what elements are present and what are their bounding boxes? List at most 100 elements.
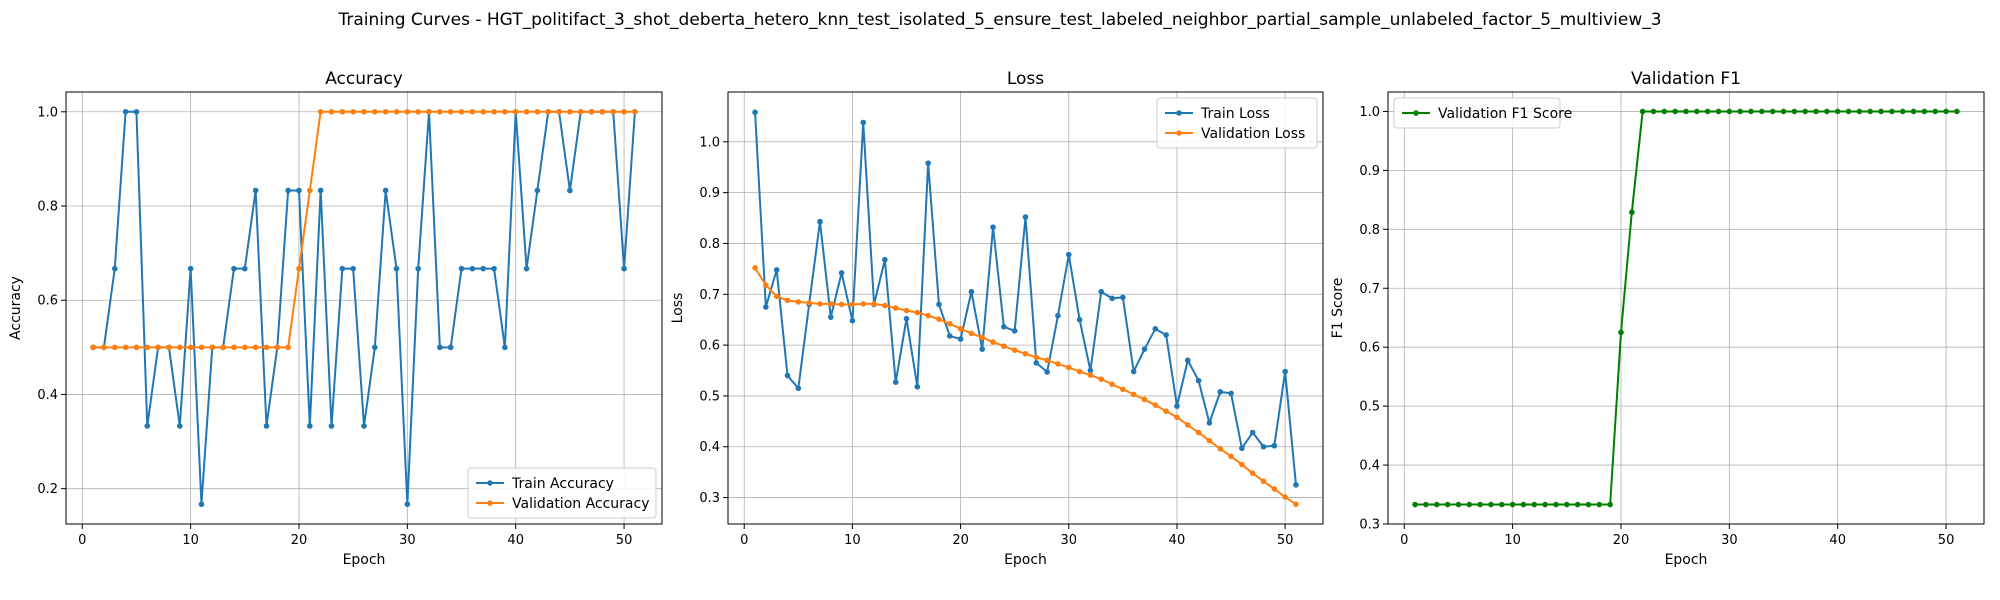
data-point <box>838 301 845 308</box>
data-point <box>1141 396 1148 403</box>
legend-marker <box>1413 110 1419 116</box>
data-point <box>621 108 627 115</box>
data-point <box>1271 442 1278 449</box>
y-tick-label: 0.3 <box>1359 518 1380 533</box>
y-tick-label: 0.7 <box>699 288 720 303</box>
x-tick-label: 10 <box>182 533 199 548</box>
x-tick-label: 20 <box>291 533 308 548</box>
data-point <box>903 315 910 322</box>
data-point <box>1639 108 1646 115</box>
y-tick-label: 0.2 <box>37 482 58 497</box>
data-point <box>860 301 867 307</box>
data-point <box>1921 108 1928 115</box>
legend: Train Loss Validation Loss <box>1156 97 1318 149</box>
data-point <box>849 301 856 308</box>
y-tick-label: 0.6 <box>1359 341 1380 356</box>
x-tick-label: 30 <box>1721 533 1738 548</box>
x-tick-label: 50 <box>616 533 633 548</box>
data-point <box>925 312 931 319</box>
data-point <box>1141 346 1148 352</box>
data-point <box>1174 414 1180 421</box>
x-tick-label: 30 <box>1060 533 1077 548</box>
data-point <box>1076 368 1083 375</box>
data-point <box>90 344 96 351</box>
data-point <box>469 108 476 115</box>
grid-lines <box>66 92 662 524</box>
data-point <box>263 423 270 429</box>
x-axis-label: Epoch <box>1665 552 1708 568</box>
data-point <box>1109 295 1115 302</box>
legend-marker <box>1176 130 1182 136</box>
data-point <box>1423 501 1429 508</box>
x-tick-label: 40 <box>1829 533 1846 548</box>
data-point <box>599 108 606 115</box>
data-point <box>1802 108 1808 115</box>
data-point <box>1683 108 1689 115</box>
data-point <box>328 108 335 115</box>
data-point <box>447 344 454 351</box>
data-point <box>567 187 573 194</box>
y-axis-label: F1 Score <box>1330 278 1346 339</box>
data-point <box>133 108 140 115</box>
data-point <box>491 265 497 272</box>
data-point <box>979 334 986 341</box>
axes-frame <box>1387 91 1985 525</box>
data-point <box>1293 482 1299 488</box>
data-point <box>1791 108 1798 115</box>
data-point <box>1531 501 1538 508</box>
x-axis-label: Epoch <box>343 552 386 568</box>
data-point <box>1618 329 1624 336</box>
legend-box <box>467 467 657 519</box>
grid-lines <box>1388 92 1984 525</box>
data-point <box>1715 108 1722 115</box>
data-point <box>946 333 953 339</box>
data-point <box>763 282 769 288</box>
data-point <box>1412 501 1418 508</box>
y-tick-label: 0.9 <box>699 186 720 201</box>
data-point <box>1748 108 1754 115</box>
y-axis-label: Accuracy <box>8 276 24 340</box>
data-point <box>1206 437 1213 444</box>
data-point <box>361 108 367 115</box>
legend-label: Validation Loss <box>1201 126 1305 142</box>
axes-frame <box>727 91 1324 525</box>
data-point <box>1055 312 1061 319</box>
y-tick-label: 0.8 <box>699 237 720 252</box>
data-point <box>1249 470 1256 476</box>
data-point <box>936 301 942 308</box>
data-point <box>773 293 780 300</box>
plot-title: Validation F1 <box>1631 69 1741 89</box>
data-point <box>426 108 432 115</box>
data-point <box>1293 501 1299 507</box>
data-point <box>946 320 953 327</box>
data-point <box>350 265 356 272</box>
data-point <box>806 300 812 306</box>
data-point <box>1910 108 1917 115</box>
data-point <box>1867 108 1874 115</box>
y-tick-label: 0.9 <box>1359 164 1380 179</box>
data-point <box>957 326 964 332</box>
data-point <box>1195 429 1202 436</box>
data-point <box>198 501 205 508</box>
data-point <box>1520 501 1527 508</box>
data-point <box>1011 347 1018 353</box>
data-point <box>1444 501 1451 508</box>
data-point <box>979 346 986 352</box>
x-tick-label: 10 <box>1504 533 1521 548</box>
data-point <box>512 108 519 115</box>
x-tick-label: 20 <box>952 533 969 548</box>
data-point <box>198 344 205 351</box>
data-point <box>1001 343 1007 349</box>
data-point <box>1055 361 1061 367</box>
data-point <box>187 344 194 351</box>
y-tick-label: 0.8 <box>37 200 58 215</box>
data-point <box>361 423 367 429</box>
data-point <box>1206 420 1213 426</box>
data-point <box>339 265 346 272</box>
data-point <box>1466 501 1473 508</box>
data-point <box>1856 108 1863 115</box>
series-line <box>93 110 636 506</box>
data-point <box>784 372 791 379</box>
data-point <box>1824 108 1830 115</box>
data-point <box>957 336 964 342</box>
